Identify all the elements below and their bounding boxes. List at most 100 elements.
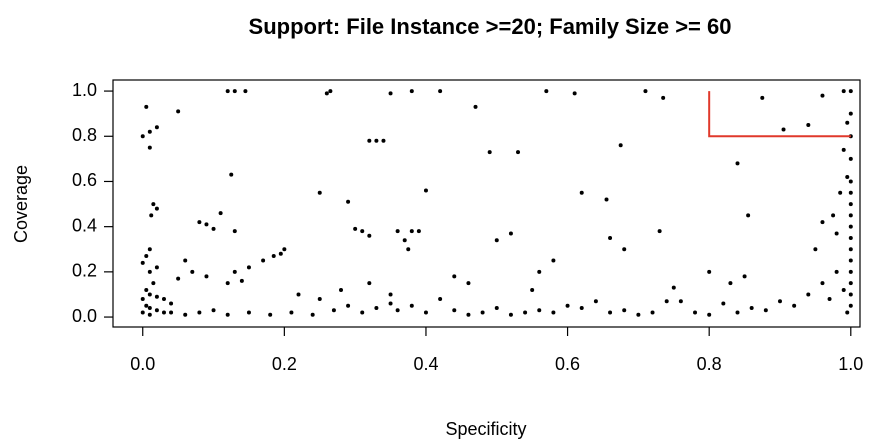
point xyxy=(735,310,740,315)
point xyxy=(154,125,159,130)
point xyxy=(579,306,584,311)
point xyxy=(841,89,846,94)
point xyxy=(848,247,853,252)
point xyxy=(278,251,283,256)
point xyxy=(144,303,149,308)
point xyxy=(494,238,499,243)
point xyxy=(487,150,492,155)
point xyxy=(395,308,400,313)
point xyxy=(154,265,159,270)
point xyxy=(161,310,166,315)
point xyxy=(268,312,273,317)
x-tick-label: 1.0 xyxy=(838,354,863,374)
point xyxy=(579,190,584,195)
point xyxy=(147,145,152,150)
point xyxy=(218,211,223,216)
point xyxy=(781,127,786,132)
threshold-line xyxy=(708,91,851,138)
point xyxy=(848,156,853,161)
point xyxy=(416,229,421,234)
point xyxy=(608,310,613,315)
point xyxy=(848,179,853,184)
point xyxy=(367,281,372,286)
point xyxy=(742,274,747,279)
point xyxy=(508,312,513,317)
point xyxy=(140,134,145,139)
point xyxy=(360,229,365,234)
point xyxy=(317,296,322,301)
point xyxy=(848,269,853,274)
point xyxy=(338,287,343,292)
point xyxy=(544,89,549,94)
point xyxy=(671,285,676,290)
point xyxy=(147,312,152,317)
y-tick-label: 0.0 xyxy=(72,306,97,326)
point xyxy=(848,89,853,94)
x-tick-label: 0.4 xyxy=(413,354,438,374)
point xyxy=(239,278,244,283)
point xyxy=(848,292,853,297)
point xyxy=(409,89,414,94)
point xyxy=(537,269,542,274)
point xyxy=(806,292,811,297)
point xyxy=(176,109,181,114)
point xyxy=(144,287,149,292)
point xyxy=(841,147,846,152)
point xyxy=(147,269,152,274)
point xyxy=(848,190,853,195)
point xyxy=(480,310,485,315)
point xyxy=(154,294,159,299)
point xyxy=(693,310,698,315)
point xyxy=(848,303,853,308)
point xyxy=(657,229,662,234)
y-tick-label: 0.8 xyxy=(72,125,97,145)
point xyxy=(707,269,712,274)
point xyxy=(813,247,818,252)
point xyxy=(225,281,230,286)
point xyxy=(523,310,528,315)
point xyxy=(845,120,850,125)
point xyxy=(388,292,393,297)
point xyxy=(721,301,726,306)
point xyxy=(728,281,733,286)
point xyxy=(622,308,627,313)
point xyxy=(508,231,513,236)
point xyxy=(289,310,294,315)
point xyxy=(848,281,853,286)
point xyxy=(806,122,811,127)
point xyxy=(261,258,266,263)
point xyxy=(452,308,457,313)
point xyxy=(353,226,358,231)
point xyxy=(777,299,782,304)
point xyxy=(367,233,372,238)
point xyxy=(243,89,248,94)
point xyxy=(848,111,853,116)
point xyxy=(841,287,846,292)
point xyxy=(367,138,372,143)
x-tick-label: 0.0 xyxy=(130,354,155,374)
point xyxy=(664,299,669,304)
y-tick-label: 0.4 xyxy=(72,215,97,235)
point xyxy=(707,312,712,317)
point xyxy=(374,138,379,143)
point xyxy=(661,95,666,100)
point xyxy=(169,310,174,315)
point xyxy=(388,91,393,96)
point xyxy=(848,235,853,240)
point xyxy=(225,312,230,317)
point xyxy=(140,260,145,265)
point xyxy=(282,247,287,252)
point xyxy=(374,306,379,311)
point xyxy=(834,269,839,274)
point xyxy=(820,93,825,98)
x-tick-label: 0.6 xyxy=(555,354,580,374)
point xyxy=(360,310,365,315)
point xyxy=(820,281,825,286)
point xyxy=(473,104,478,109)
point xyxy=(140,296,145,301)
point xyxy=(176,276,181,281)
point xyxy=(229,172,234,177)
point xyxy=(154,308,159,313)
point xyxy=(438,296,443,301)
point xyxy=(232,269,237,274)
